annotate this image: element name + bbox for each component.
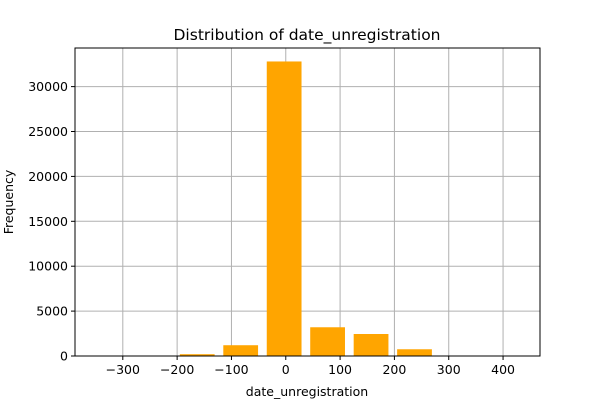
y-tick-label: 20000 bbox=[28, 169, 68, 184]
y-tick-label: 15000 bbox=[28, 214, 68, 229]
grid bbox=[75, 48, 540, 357]
x-tick-label: −200 bbox=[160, 362, 194, 377]
chart-title: Distribution of date_unregistration bbox=[174, 26, 441, 45]
x-tick-label: −100 bbox=[214, 362, 248, 377]
x-tick-label: −300 bbox=[106, 362, 140, 377]
x-tick-label: 100 bbox=[328, 362, 352, 377]
x-tick-label: 0 bbox=[282, 362, 290, 377]
y-axis-label: Frequency bbox=[1, 169, 16, 234]
x-tick-label: 200 bbox=[382, 362, 406, 377]
histogram-bar bbox=[310, 327, 345, 356]
y-tick-label: 30000 bbox=[28, 79, 68, 94]
histogram-bar bbox=[179, 354, 215, 356]
y-tick-label: 10000 bbox=[28, 259, 68, 274]
x-axis-label: date_unregistration bbox=[246, 384, 368, 399]
y-tick-label: 25000 bbox=[28, 124, 68, 139]
bars bbox=[179, 61, 432, 356]
ticks: −300 −200 −100 0 100 200 300 400 0 5000 10000 15000… bbox=[28, 79, 515, 377]
x-tick-label: 400 bbox=[491, 362, 515, 377]
histogram-bar bbox=[397, 349, 432, 356]
y-tick-label: 5000 bbox=[36, 304, 68, 319]
x-tick-label: 300 bbox=[437, 362, 461, 377]
y-tick-label: 0 bbox=[60, 349, 68, 364]
histogram-bar bbox=[223, 345, 259, 356]
plot-frame bbox=[74, 47, 541, 357]
histogram-bar bbox=[353, 334, 389, 356]
histogram-bar bbox=[266, 61, 302, 356]
